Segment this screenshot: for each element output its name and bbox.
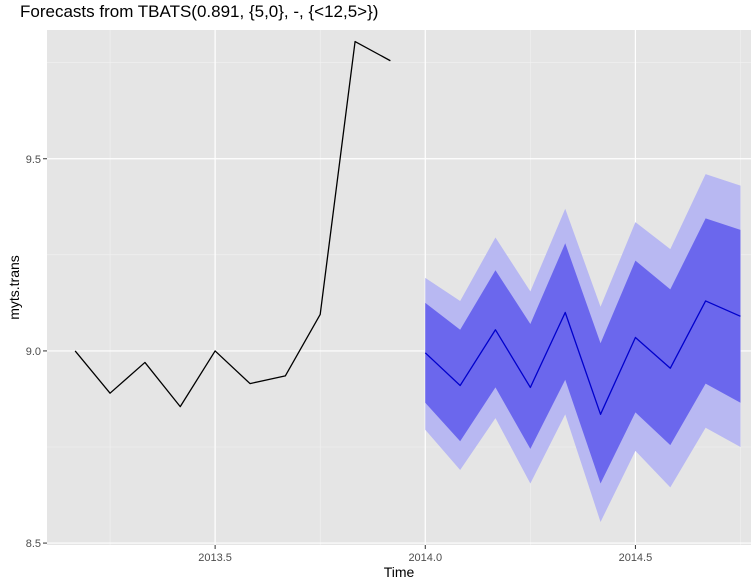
y-tick-label: 8.5 [26, 538, 41, 550]
x-tick-label: 2013.5 [198, 552, 232, 564]
x-tick-label: 2014.0 [408, 552, 442, 564]
prediction-band-80 [425, 218, 741, 484]
chart-title: Forecasts from TBATS(0.891, {5,0}, -, {<… [20, 2, 379, 21]
observed-line [74, 40, 391, 408]
prediction-intervals [425, 174, 741, 522]
grid-minor [47, 30, 751, 545]
forecast-line [424, 300, 741, 415]
y-tick-label: 9.0 [26, 346, 41, 358]
y-axis-title: myts.trans [6, 255, 22, 320]
x-tick-label: 2014.5 [619, 552, 653, 564]
axes: 2013.5 2014.0 2014.5 8.5 9.0 9.5 [26, 154, 653, 564]
y-tick-label: 9.5 [26, 154, 41, 166]
x-axis-title: Time [384, 564, 415, 580]
series-lines [74, 40, 741, 415]
